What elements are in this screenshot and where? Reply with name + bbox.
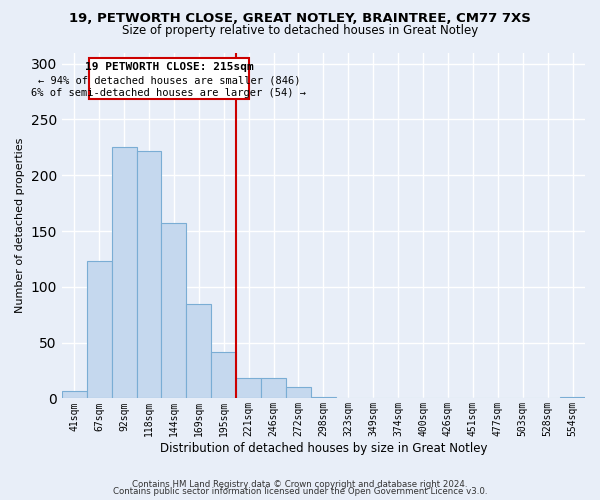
Text: Size of property relative to detached houses in Great Notley: Size of property relative to detached ho… bbox=[122, 24, 478, 37]
Bar bbox=[112, 148, 137, 398]
Text: 19 PETWORTH CLOSE: 215sqm: 19 PETWORTH CLOSE: 215sqm bbox=[85, 62, 253, 72]
Bar bbox=[62, 390, 87, 398]
Bar bbox=[286, 388, 311, 398]
Bar bbox=[261, 378, 286, 398]
Bar bbox=[211, 352, 236, 399]
Text: ← 94% of detached houses are smaller (846): ← 94% of detached houses are smaller (84… bbox=[38, 76, 300, 86]
Bar bbox=[161, 223, 187, 398]
X-axis label: Distribution of detached houses by size in Great Notley: Distribution of detached houses by size … bbox=[160, 442, 487, 455]
Bar bbox=[137, 150, 161, 398]
Bar bbox=[87, 261, 112, 398]
FancyBboxPatch shape bbox=[89, 58, 248, 100]
Y-axis label: Number of detached properties: Number of detached properties bbox=[15, 138, 25, 313]
Bar bbox=[236, 378, 261, 398]
Text: Contains public sector information licensed under the Open Government Licence v3: Contains public sector information licen… bbox=[113, 487, 487, 496]
Text: 19, PETWORTH CLOSE, GREAT NOTLEY, BRAINTREE, CM77 7XS: 19, PETWORTH CLOSE, GREAT NOTLEY, BRAINT… bbox=[69, 12, 531, 26]
Bar bbox=[187, 304, 211, 398]
Text: Contains HM Land Registry data © Crown copyright and database right 2024.: Contains HM Land Registry data © Crown c… bbox=[132, 480, 468, 489]
Text: 6% of semi-detached houses are larger (54) →: 6% of semi-detached houses are larger (5… bbox=[31, 88, 307, 98]
